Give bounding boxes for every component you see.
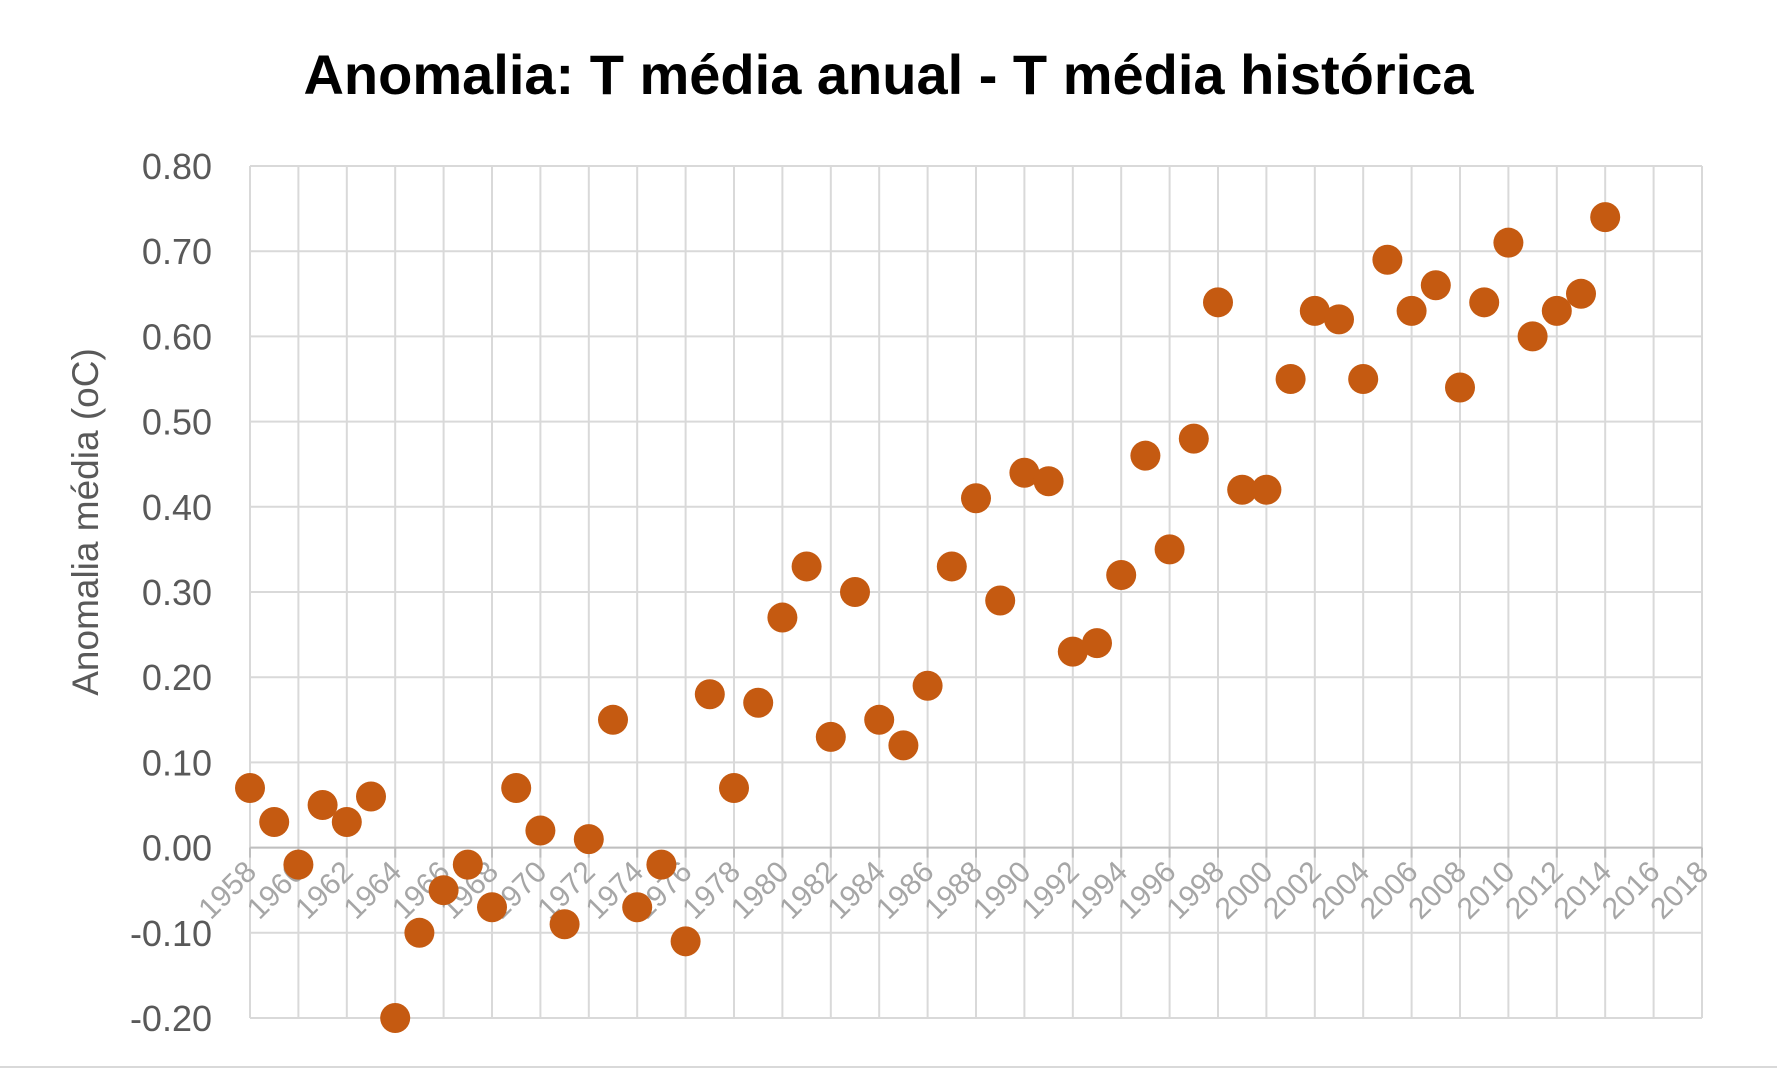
y-tick-label: 0.30 [142,572,212,613]
data-point [936,551,967,582]
data-point [743,687,774,718]
data-point [670,926,701,957]
data-point [1178,423,1209,454]
data-point [235,772,265,803]
data-point [694,679,725,710]
data-point [767,602,798,633]
y-tick-label: 0.20 [142,657,212,698]
data-point [452,849,483,880]
data-point [1033,466,1064,497]
data-point [549,909,580,940]
y-tick-label: 0.00 [142,828,212,869]
data-point [598,704,628,735]
data-point [477,892,507,923]
y-axis-label: Anomalia média (oC) [65,348,106,696]
y-tick-label: -0.20 [130,998,212,1039]
axes [249,846,1703,858]
data-point [428,875,459,906]
data-point [1324,304,1354,335]
y-tick-label: 0.40 [142,487,212,528]
data-point [1469,287,1500,318]
data-point [1251,474,1282,505]
data-point [1396,295,1427,326]
data-point [1227,474,1258,505]
data-point [1299,295,1330,326]
data-point [622,892,653,923]
data-point [1275,364,1306,394]
x-tick-label: 2018 [1644,855,1715,926]
y-tick-label: 0.80 [142,146,212,187]
data-point [888,730,919,761]
data-point [525,815,556,846]
data-point [259,807,290,838]
y-tick-label: -0.10 [130,913,212,954]
data-point [961,483,991,514]
data-point [1566,278,1596,309]
data-point [912,670,943,701]
data-point [1203,287,1233,318]
data-point [356,781,386,812]
data-point [646,849,677,880]
data-points [235,202,1621,1033]
data-point [1009,457,1040,488]
data-point [1541,295,1572,326]
chart-title: Anomalia: T média anual - T média histór… [303,43,1474,106]
data-point [719,772,749,803]
data-point [864,704,895,735]
data-point [573,824,604,855]
data-point [331,807,362,838]
data-point [1517,321,1548,352]
data-point [1372,244,1403,275]
y-tick-label: 0.70 [142,231,212,272]
bottom-border [0,1066,1777,1068]
data-point [380,1003,411,1033]
grid [249,165,1703,1019]
data-point [404,917,435,948]
data-point [1493,227,1524,258]
data-point [307,790,338,820]
data-point [1420,270,1451,301]
data-point [1590,202,1621,233]
y-tick-label: 0.10 [142,742,212,783]
data-point [1130,440,1161,471]
data-point [283,849,314,880]
data-point [791,551,822,582]
y-tick-label: 0.60 [142,316,212,357]
data-point [1348,364,1379,394]
data-point [1154,534,1185,565]
data-point [985,585,1016,616]
data-point [1445,372,1475,403]
data-point [1057,636,1088,667]
data-point [840,577,870,607]
y-tick-label: 0.50 [142,402,212,443]
data-point [815,721,846,752]
data-point [1106,559,1137,590]
data-point [501,772,532,803]
data-point [1082,628,1112,659]
